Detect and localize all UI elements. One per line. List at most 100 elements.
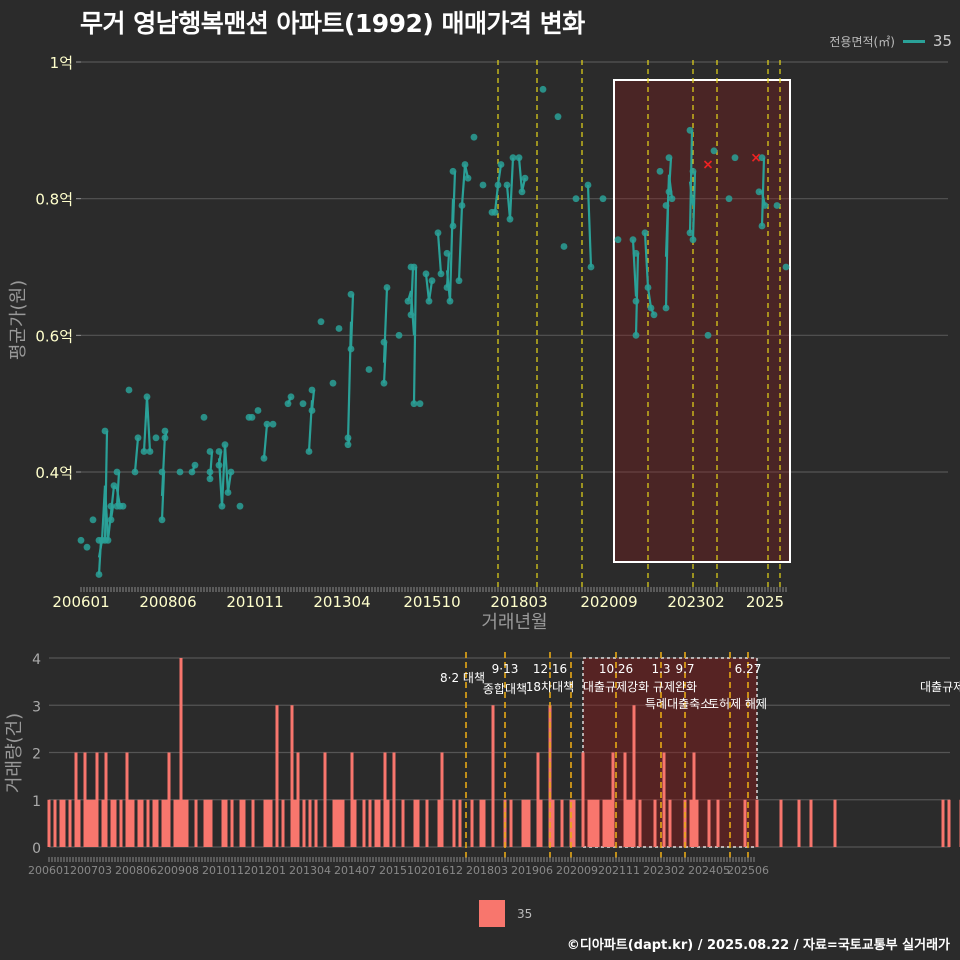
volume-bar bbox=[173, 799, 177, 847]
price-point bbox=[308, 407, 316, 414]
price-point bbox=[449, 167, 457, 175]
price-trend-line bbox=[220, 444, 227, 507]
volume-bar bbox=[308, 799, 312, 847]
price-range-line bbox=[412, 266, 418, 404]
price-point bbox=[221, 441, 229, 449]
price-point bbox=[554, 113, 562, 121]
bar-y-tick-label: 1 bbox=[32, 794, 41, 810]
volume-bar bbox=[608, 799, 612, 847]
price-point bbox=[335, 325, 343, 332]
price-point bbox=[158, 468, 166, 476]
volume-bar bbox=[146, 799, 150, 847]
price-point bbox=[305, 448, 313, 455]
volume-bar bbox=[275, 705, 279, 847]
volume-bar bbox=[89, 799, 93, 847]
volume-bar bbox=[626, 799, 630, 847]
bar-x-tick-label: 202302 bbox=[643, 864, 685, 877]
volume-bar bbox=[947, 799, 951, 847]
price-point bbox=[416, 400, 424, 408]
volume-bar bbox=[353, 799, 357, 847]
volume-bar bbox=[572, 799, 576, 847]
volume-bar bbox=[176, 799, 180, 847]
price-point bbox=[560, 243, 568, 250]
price-trend-line bbox=[688, 181, 695, 206]
volume-bar bbox=[707, 799, 711, 847]
price-point bbox=[470, 133, 478, 141]
volume-bar bbox=[338, 799, 342, 847]
price-point bbox=[758, 222, 766, 230]
volume-bar bbox=[596, 799, 600, 847]
price-point bbox=[632, 331, 640, 339]
volume-bar bbox=[251, 799, 255, 847]
price-point bbox=[410, 400, 418, 408]
price-point bbox=[662, 202, 670, 209]
x-tick-label: 201011 bbox=[226, 593, 283, 611]
price-trend-line bbox=[133, 437, 140, 473]
price-point bbox=[380, 338, 388, 346]
volume-bar bbox=[137, 799, 141, 847]
volume-bar bbox=[833, 799, 837, 847]
price-point bbox=[479, 181, 487, 189]
price-point bbox=[146, 448, 154, 455]
volume-bar bbox=[941, 799, 945, 847]
price-trend-line bbox=[382, 287, 389, 363]
volume-bar bbox=[140, 799, 144, 847]
price-point bbox=[647, 304, 655, 312]
price-point bbox=[686, 229, 694, 237]
volume-bar bbox=[662, 752, 666, 847]
legend-title: 전용면적(㎡) bbox=[829, 34, 895, 49]
volume-bar bbox=[386, 799, 390, 847]
price-trend-line bbox=[262, 424, 269, 459]
price-range-line bbox=[691, 171, 697, 240]
bar-x-tick-label: 200908 bbox=[157, 864, 199, 877]
volume-bar bbox=[593, 799, 597, 847]
volume-bar bbox=[263, 799, 267, 847]
volume-bar bbox=[668, 799, 672, 847]
volume-bar bbox=[68, 799, 72, 847]
price-point bbox=[200, 413, 208, 421]
price-point bbox=[503, 181, 511, 189]
price-point bbox=[176, 468, 184, 476]
volume-bar bbox=[239, 799, 243, 847]
price-point bbox=[224, 489, 232, 496]
volume-bar bbox=[104, 752, 108, 847]
bar-x-tick-label: 202405 bbox=[688, 864, 730, 877]
volume-bar bbox=[524, 799, 528, 847]
volume-bar bbox=[425, 799, 429, 847]
legend-series-name: 35 bbox=[932, 32, 952, 50]
price-point bbox=[704, 331, 712, 339]
bar-y-tick-label: 0 bbox=[32, 841, 41, 857]
y-tick-label: 1억 bbox=[50, 54, 73, 72]
bar-x-tick-label: 201304 bbox=[289, 864, 331, 877]
policy-label: 규제완화 bbox=[653, 680, 697, 694]
volume-bar bbox=[293, 799, 297, 847]
bar-x-tick-label: 200806 bbox=[115, 864, 157, 877]
volume-bar bbox=[266, 799, 270, 847]
price-point bbox=[614, 236, 622, 244]
price-point bbox=[101, 427, 109, 435]
volume-bar bbox=[809, 799, 813, 847]
volume-bar bbox=[623, 752, 627, 847]
price-point bbox=[140, 448, 148, 455]
bar-x-tick-label: 200703 bbox=[70, 864, 112, 877]
volume-bar bbox=[128, 799, 132, 847]
price-trend-line bbox=[160, 434, 167, 496]
volume-bar bbox=[392, 752, 396, 847]
price-trend-line bbox=[424, 273, 431, 302]
volume-bar bbox=[101, 799, 105, 847]
volume-bar bbox=[221, 799, 225, 847]
x-tick-label: 201803 bbox=[490, 593, 547, 611]
price-point bbox=[644, 284, 652, 291]
price-trend-line bbox=[631, 239, 638, 297]
price-point bbox=[539, 85, 547, 93]
volume-bar bbox=[167, 752, 171, 847]
price-point bbox=[89, 516, 97, 524]
volume-bar bbox=[53, 799, 57, 847]
bar-x-tick-label: 202111 bbox=[598, 864, 640, 877]
price-point bbox=[458, 202, 466, 209]
volume-bar bbox=[440, 752, 444, 847]
volume-bar bbox=[581, 752, 585, 847]
volume-bar bbox=[590, 799, 594, 847]
price-trend-line bbox=[457, 205, 464, 281]
